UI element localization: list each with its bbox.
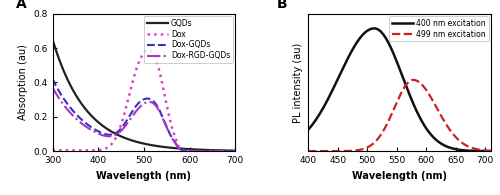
Dox xyxy=(146,49,152,51)
Dox-GQDs xyxy=(175,146,181,148)
Dox xyxy=(130,79,136,82)
Dox-RGD-GQDs xyxy=(68,113,74,115)
Dox-RGD-GQDs xyxy=(50,86,56,89)
400 nm excitation xyxy=(306,129,312,131)
GQDs xyxy=(124,137,130,140)
400 nm excitation xyxy=(444,145,450,148)
499 nm excitation xyxy=(316,150,322,152)
400 nm excitation xyxy=(488,150,494,152)
400 nm excitation xyxy=(372,27,378,30)
400 nm excitation xyxy=(412,105,418,108)
Dox-RGD-GQDs xyxy=(130,114,136,116)
499 nm excitation xyxy=(416,81,422,83)
Line: 400 nm excitation: 400 nm excitation xyxy=(308,28,491,151)
Dox xyxy=(50,149,56,152)
X-axis label: Wavelength (nm): Wavelength (nm) xyxy=(352,171,447,181)
Text: A: A xyxy=(16,0,26,11)
Line: Dox-RGD-GQDs: Dox-RGD-GQDs xyxy=(52,88,235,151)
Dox-RGD-GQDs xyxy=(232,150,238,152)
Dox-GQDs xyxy=(196,150,202,152)
Dox-GQDs xyxy=(124,120,130,122)
499 nm excitation xyxy=(463,144,469,146)
GQDs xyxy=(232,149,238,152)
400 nm excitation xyxy=(316,113,322,115)
Line: 499 nm excitation: 499 nm excitation xyxy=(308,80,491,151)
Line: Dox: Dox xyxy=(52,50,235,151)
Dox-GQDs xyxy=(192,150,198,152)
Text: B: B xyxy=(277,0,288,11)
GQDs xyxy=(175,147,181,150)
Legend: GQDs, Dox, Dox-GQDs, Dox-RGD-GQDs: GQDs, Dox, Dox-GQDs, Dox-RGD-GQDs xyxy=(144,16,233,63)
Dox xyxy=(196,150,202,152)
Legend: 400 nm excitation, 499 nm excitation: 400 nm excitation, 499 nm excitation xyxy=(390,16,488,41)
Y-axis label: Absorption (au): Absorption (au) xyxy=(18,44,28,120)
GQDs xyxy=(192,148,198,151)
499 nm excitation xyxy=(422,87,428,89)
X-axis label: Wavelength (nm): Wavelength (nm) xyxy=(96,171,192,181)
Dox-GQDs xyxy=(68,107,74,110)
Dox-RGD-GQDs xyxy=(196,150,202,152)
499 nm excitation xyxy=(488,150,494,152)
Dox-GQDs xyxy=(232,150,238,152)
499 nm excitation xyxy=(410,79,416,81)
Dox xyxy=(192,150,198,152)
499 nm excitation xyxy=(306,150,312,152)
Dox-RGD-GQDs xyxy=(175,146,181,148)
Dox xyxy=(124,105,130,107)
400 nm excitation xyxy=(422,125,428,128)
Dox xyxy=(68,149,74,152)
499 nm excitation xyxy=(412,79,418,81)
Line: GQDs: GQDs xyxy=(52,39,235,151)
Dox-RGD-GQDs xyxy=(192,150,198,152)
GQDs xyxy=(68,86,74,88)
Dox xyxy=(232,150,238,152)
400 nm excitation xyxy=(416,116,422,118)
400 nm excitation xyxy=(463,149,469,152)
Line: Dox-GQDs: Dox-GQDs xyxy=(52,79,235,151)
GQDs xyxy=(50,38,56,41)
GQDs xyxy=(130,140,136,142)
GQDs xyxy=(196,148,202,151)
499 nm excitation xyxy=(444,125,450,127)
Y-axis label: PL intensity (au): PL intensity (au) xyxy=(292,42,302,122)
Dox xyxy=(175,144,181,147)
Dox-RGD-GQDs xyxy=(124,123,130,126)
Dox-GQDs xyxy=(130,109,136,112)
Dox-GQDs xyxy=(50,78,56,80)
